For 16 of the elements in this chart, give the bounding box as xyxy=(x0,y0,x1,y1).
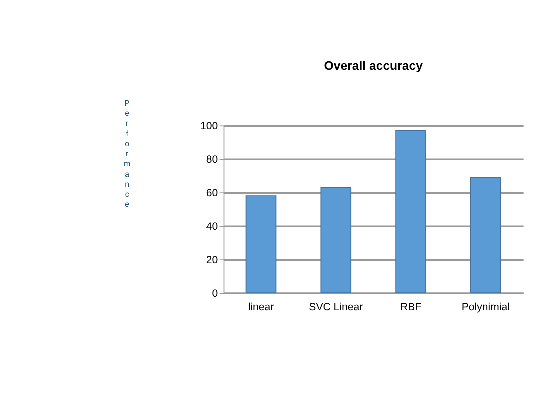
bar xyxy=(246,196,277,294)
bar xyxy=(470,177,502,294)
text: Performance xyxy=(124,98,131,210)
y-tick-label: 60 xyxy=(206,188,218,200)
x-tick-label: SVC Linear xyxy=(309,301,364,314)
y-tick-label: 80 xyxy=(206,154,218,166)
y-tick-label: 40 xyxy=(206,221,218,234)
y-tick-label: 0 xyxy=(212,288,218,300)
y-tick-label: 100 xyxy=(200,120,218,133)
bar xyxy=(396,130,426,294)
y-tick-label: 20 xyxy=(206,254,218,267)
chart-title: Overall accuracy xyxy=(324,59,424,74)
x-tick-label: RBF xyxy=(400,301,422,314)
x-tick-label: linear xyxy=(248,301,275,314)
x-tick-label: Polynimial xyxy=(462,301,510,314)
bar xyxy=(320,187,352,294)
